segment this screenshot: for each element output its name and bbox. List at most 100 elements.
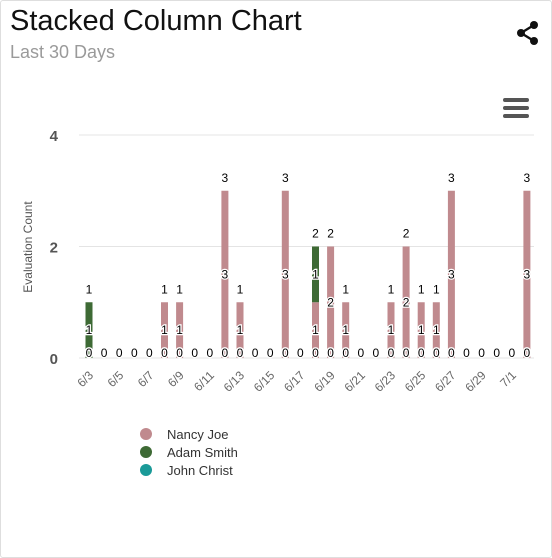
y-axis: 0 2 4 (50, 128, 59, 368)
data-label-total: 1 (388, 282, 395, 296)
data-label-nancy-joe: 0 (146, 346, 153, 360)
data-label-adam-smith: 1 (86, 323, 93, 337)
data-label-total: 1 (433, 282, 440, 296)
legend-marker (140, 446, 152, 458)
share-icon[interactable] (515, 20, 541, 46)
data-label-adam-smith: 0 (327, 346, 334, 360)
data-label-total: 3 (524, 171, 531, 185)
data-label-total: 3 (282, 171, 289, 185)
y-tick-label: 4 (50, 128, 59, 145)
data-label-total: 1 (342, 282, 349, 296)
hamburger-menu-icon[interactable] (501, 96, 531, 120)
bar-nancy-joe (417, 302, 425, 358)
data-label-nancy-joe: 0 (101, 346, 108, 360)
legend-item-nancy-joe[interactable]: Nancy Joe (140, 425, 238, 443)
data-label-john-christ: 0 (418, 346, 425, 360)
bar-adam-smith (85, 302, 93, 358)
data-label-nancy-joe: 0 (252, 346, 259, 360)
data-label-nancy-joe: 0 (191, 346, 198, 360)
data-label-adam-smith: 0 (342, 346, 349, 360)
data-label-nancy-joe: 0 (508, 346, 515, 360)
bar-nancy-joe (281, 190, 289, 358)
y-tick-label: 0 (50, 351, 58, 368)
data-label-adam-smith: 0 (418, 346, 425, 360)
data-label-adam-smith: 0 (176, 346, 183, 360)
data-label-adam-smith: 0 (433, 346, 440, 360)
data-label-total: 1 (161, 282, 168, 296)
data-label-nancy-joe: 1 (161, 323, 168, 337)
data-label-john-christ: 0 (176, 346, 183, 360)
bar-adam-smith (312, 246, 319, 303)
data-label-nancy-joe: 0 (86, 346, 93, 360)
data-label-adam-smith: 0 (448, 346, 455, 360)
data-label-nancy-joe: 0 (357, 346, 364, 360)
data-label-john-christ: 0 (222, 346, 229, 360)
data-label-adam-smith: 0 (222, 346, 229, 360)
data-label-nancy-joe: 0 (116, 346, 123, 360)
legend-marker (140, 464, 152, 476)
data-label-total: 3 (448, 171, 455, 185)
data-label-john-christ: 0 (388, 346, 395, 360)
data-label-nancy-joe: 0 (463, 346, 470, 360)
x-tick-label: 7/1 (497, 368, 519, 390)
x-tick-label: 6/7 (135, 368, 157, 390)
x-tick-label: 6/13 (221, 368, 248, 395)
data-label-nancy-joe: 1 (388, 323, 395, 337)
data-label-nancy-joe: 2 (327, 295, 334, 309)
data-label-john-christ: 0 (448, 346, 455, 360)
x-tick-label: 6/3 (74, 368, 96, 390)
x-tick-label: 6/25 (402, 368, 429, 395)
data-label-john-christ: 0 (161, 346, 168, 360)
data-label-adam-smith: 0 (388, 346, 395, 360)
data-label-nancy-joe: 3 (222, 267, 229, 281)
data-label-nancy-joe: 3 (282, 267, 289, 281)
data-label-nancy-joe: 0 (131, 346, 138, 360)
data-label-nancy-joe: 1 (237, 323, 244, 337)
x-tick-label: 6/17 (281, 368, 308, 395)
bar-nancy-joe (176, 302, 184, 358)
data-label-john-christ: 0 (327, 346, 334, 360)
data-label-nancy-joe: 0 (206, 346, 213, 360)
data-label-total: 1 (86, 282, 93, 296)
data-label-nancy-joe: 1 (342, 323, 349, 337)
bar-nancy-joe (432, 302, 440, 358)
data-label-john-christ: 0 (312, 346, 319, 360)
data-label-nancy-joe: 1 (312, 267, 319, 281)
x-tick-label: 6/9 (165, 368, 187, 390)
x-tick-label: 6/15 (251, 368, 278, 395)
data-label-total: 1 (176, 282, 183, 296)
bar-nancy-joe (221, 190, 229, 358)
bars (85, 190, 531, 358)
legend-marker (140, 428, 152, 440)
bar-nancy-joe (523, 190, 531, 358)
data-label-nancy-joe: 2 (403, 295, 410, 309)
data-label-john-christ: 0 (282, 346, 289, 360)
x-axis: 6/3 6/5 6/7 6/9 6/11 6/13 6/15 6/17 6/19 6/21 6/23… (74, 368, 519, 395)
data-label-adam-smith: 0 (403, 346, 410, 360)
data-label-john-christ: 0 (524, 346, 531, 360)
bar-nancy-joe (312, 302, 319, 358)
data-label-total: 2 (327, 227, 334, 241)
x-tick-label: 6/23 (372, 368, 399, 395)
chart-title: Stacked Column Chart (10, 5, 302, 37)
bar-nancy-joe (402, 246, 410, 358)
data-label-adam-smith: 0 (282, 346, 289, 360)
x-tick-label: 6/11 (191, 368, 217, 394)
legend: Nancy Joe Adam Smith John Christ (140, 425, 238, 479)
data-label-nancy-joe: 0 (373, 346, 380, 360)
legend-label: Nancy Joe (167, 426, 229, 442)
data-label-total: 2 (312, 227, 319, 241)
x-tick-label: 6/21 (342, 368, 369, 395)
bar-nancy-joe (161, 302, 168, 358)
legend-item-john-christ[interactable]: John Christ (140, 461, 238, 479)
legend-label: Adam Smith (167, 444, 238, 460)
data-label-total: 1 (237, 282, 244, 296)
legend-item-adam-smith[interactable]: Adam Smith (140, 443, 238, 461)
x-tick-label: 6/29 (462, 368, 489, 395)
data-label-john-christ: 0 (86, 346, 93, 360)
data-label-nancy-joe: 1 (176, 323, 183, 337)
y-axis-title: Evaluation Count (21, 201, 35, 293)
data-label-nancy-joe: 1 (433, 323, 440, 337)
data-label-nancy-joe: 0 (493, 346, 500, 360)
